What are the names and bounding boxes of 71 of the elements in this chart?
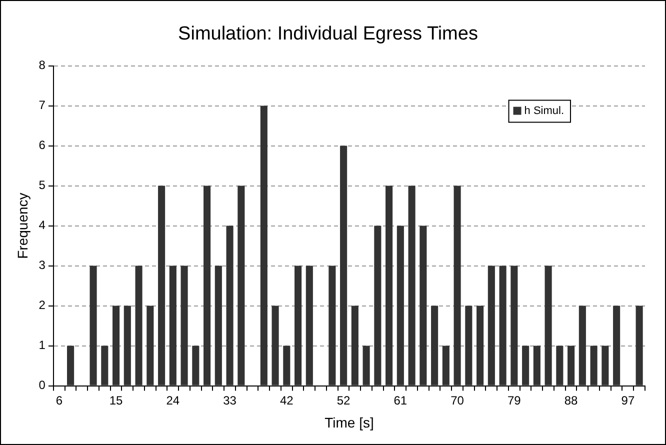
bar	[568, 346, 575, 386]
x-tick-label: 61	[394, 393, 408, 408]
bar	[238, 186, 245, 386]
bar	[283, 346, 290, 386]
bar	[112, 306, 120, 386]
chart-title: Simulation: Individual Egress Times	[178, 24, 478, 45]
bar	[476, 306, 484, 386]
bar	[544, 266, 552, 386]
bar	[488, 266, 495, 386]
bar	[374, 226, 382, 386]
y-tick-label: 5	[38, 178, 46, 192]
bar	[214, 266, 222, 386]
y-tick-label: 8	[38, 58, 46, 72]
bar	[328, 266, 336, 386]
x-tick-label: 24	[166, 393, 180, 408]
bar	[454, 186, 461, 386]
bar	[590, 346, 598, 386]
bar	[420, 226, 427, 386]
x-tick-label: 33	[223, 393, 237, 408]
x-tick-label: 42	[280, 393, 294, 408]
bar	[351, 306, 358, 386]
bar	[204, 186, 211, 386]
bar	[101, 346, 108, 386]
bar	[431, 306, 438, 386]
x-tick-label: 6	[56, 393, 63, 408]
y-tick-label: 1	[38, 338, 46, 352]
bar	[636, 306, 643, 386]
bar	[442, 346, 450, 386]
x-tick-label: 79	[508, 393, 522, 408]
x-tick-label: 52	[336, 393, 351, 408]
bar	[522, 346, 530, 386]
bar	[146, 306, 154, 386]
bar	[510, 266, 518, 386]
bar	[396, 226, 404, 386]
x-axis-title: Time [s]	[324, 414, 374, 430]
bar	[556, 346, 564, 386]
y-tick-label: 2	[38, 298, 46, 312]
bar	[340, 146, 348, 386]
bar	[408, 186, 416, 386]
bar	[260, 106, 268, 386]
bar	[602, 346, 609, 386]
bar	[272, 306, 279, 386]
legend-label: h Simul.	[524, 104, 564, 117]
y-axis-title: Frequency	[14, 192, 30, 259]
bar	[180, 266, 188, 386]
y-tick-label: 0	[38, 378, 46, 392]
y-tick-label: 4	[38, 218, 46, 232]
bar	[158, 186, 166, 386]
bar	[499, 266, 506, 386]
bar	[169, 266, 176, 386]
bar	[294, 266, 302, 386]
y-tick-label: 6	[38, 138, 46, 152]
bar	[362, 346, 370, 386]
bar	[90, 266, 97, 386]
bar	[67, 346, 74, 386]
y-tick-label: 3	[38, 258, 46, 272]
y-tick-label: 7	[38, 98, 46, 112]
bar	[124, 306, 131, 386]
bar	[465, 306, 472, 386]
x-tick-label: 97	[621, 393, 635, 408]
x-tick-label: 88	[564, 393, 578, 408]
x-tick-label: 70	[450, 393, 464, 408]
bar	[386, 186, 393, 386]
bar	[533, 346, 540, 386]
bar	[306, 266, 313, 386]
bar	[578, 306, 586, 386]
bar	[135, 266, 142, 386]
bar	[613, 306, 620, 386]
bar	[226, 226, 234, 386]
x-tick-label: 15	[109, 393, 124, 408]
bar	[192, 346, 200, 386]
